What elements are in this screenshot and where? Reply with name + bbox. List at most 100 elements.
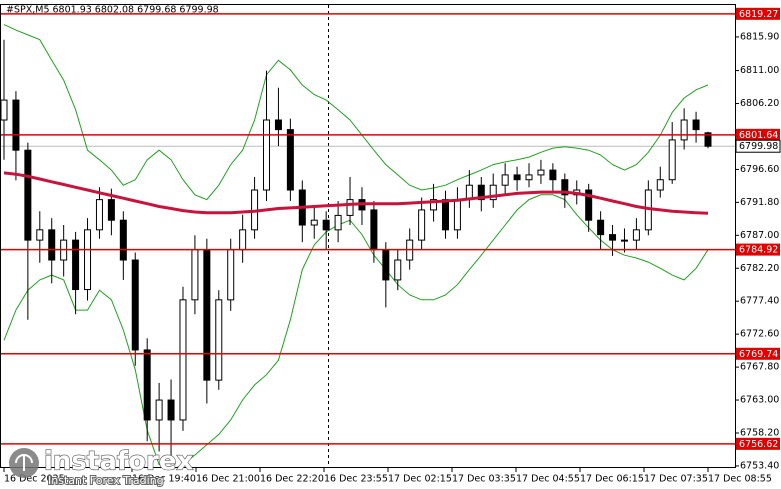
candle-body — [418, 209, 426, 241]
candle-body — [334, 214, 342, 231]
x-tick-label: 17 Dec 07:35 — [644, 474, 708, 485]
x-tick-label: 16 Dec 22:20 — [260, 474, 324, 485]
candle-body — [704, 132, 712, 147]
candle-body — [143, 349, 151, 421]
candle-body — [585, 189, 593, 221]
candle-body — [453, 199, 461, 231]
chart-title: #SPX,M5 6801.93 6802.08 6799.68 6799.98 — [6, 5, 219, 16]
level-label-box — [736, 7, 780, 20]
level-label: 6784.92 — [739, 245, 778, 256]
x-tick-label: 16 Dec 21:00 — [196, 474, 260, 485]
axes: 6815.906811.006806.206801.306796.606791.… — [3, 7, 781, 485]
y-tick-label: 6763.00 — [740, 395, 779, 406]
candle-body — [155, 399, 163, 421]
candle-body — [119, 219, 127, 261]
candle-body — [370, 209, 378, 251]
candle-body — [24, 149, 32, 241]
y-tick-label: 6753.40 — [740, 460, 779, 471]
candle-body — [1, 99, 8, 121]
candle-body — [84, 229, 92, 291]
candle-body — [107, 199, 115, 221]
candle-body — [394, 259, 402, 281]
candle-body — [203, 249, 211, 381]
y-tick-label: 6787.00 — [740, 230, 779, 241]
level-label: 6801.64 — [739, 130, 778, 141]
candle-body — [286, 129, 294, 191]
candle-body — [322, 219, 330, 231]
plot-area — [1, 13, 735, 467]
y-tick-label: 6777.40 — [740, 296, 779, 307]
x-tick-label: 17 Dec 06:15 — [580, 474, 644, 485]
y-tick-label: 6791.80 — [740, 197, 779, 208]
moving-average — [3, 171, 709, 215]
x-tick-label: 16 Dec 23:55 — [324, 474, 388, 485]
candle-body — [597, 219, 605, 236]
y-tick-label: 6815.90 — [740, 31, 779, 42]
y-tick-label: 6811.00 — [740, 65, 779, 76]
candle-body — [609, 234, 617, 241]
bollinger-band — [3, 194, 709, 467]
candle-body — [310, 219, 318, 226]
y-tick-label: 6782.20 — [740, 263, 779, 274]
watermark-logo-mark — [15, 454, 33, 471]
x-tick-label: 17 Dec 03:35 — [452, 474, 516, 485]
level-label: 6756.62 — [739, 439, 778, 450]
candle-body — [48, 229, 56, 261]
candle-body — [227, 249, 235, 301]
candle-body — [549, 169, 557, 181]
candle-body — [632, 229, 640, 241]
x-tick-label: 17 Dec 04:55 — [516, 474, 580, 485]
level-label-box — [736, 347, 780, 360]
candle-body — [191, 249, 199, 301]
candle-body — [692, 119, 700, 131]
candle-body — [36, 229, 44, 241]
candle-body — [477, 184, 485, 201]
candle-body — [215, 299, 223, 381]
last-price-label: 6799.98 — [739, 141, 778, 152]
candle-body — [430, 199, 438, 211]
y-tick-label: 6767.80 — [740, 362, 779, 373]
level-label-box — [736, 243, 780, 256]
candle-body — [179, 299, 187, 421]
x-tick-label: 16 Dec 19:40 — [132, 474, 196, 485]
level-label-box — [736, 437, 780, 450]
x-tick-label: 17 Dec 08:55 — [708, 474, 772, 485]
bollinger-band — [3, 24, 709, 201]
y-tick-label: 6758.20 — [740, 427, 779, 438]
candle-body — [263, 119, 271, 191]
watermark-brand: instaforex — [44, 447, 194, 477]
last-price-box — [735, 139, 781, 153]
y-tick-label: 6772.60 — [740, 329, 779, 340]
candle-body — [441, 199, 449, 231]
watermark: instaforex Instant Forex Trading — [9, 446, 194, 488]
candle-body — [680, 119, 688, 141]
candle-body — [501, 174, 509, 186]
candle-body — [656, 179, 664, 191]
candle-body — [239, 229, 247, 251]
candle-body — [12, 99, 20, 151]
candle-body — [489, 184, 497, 201]
plot-frame — [0, 4, 736, 468]
candle-body — [668, 139, 676, 181]
candle-body — [513, 174, 521, 181]
candle-body — [537, 169, 545, 176]
x-tick-label: 17 Dec 02:15 — [388, 474, 452, 485]
candle-body — [620, 239, 628, 242]
y-tick-label: 6796.60 — [740, 164, 779, 175]
candle-body — [72, 239, 80, 291]
watermark-tagline: Instant Forex Trading — [48, 474, 164, 487]
candle-body — [525, 174, 533, 181]
candle-body — [95, 199, 103, 231]
candle-body — [131, 259, 139, 351]
candle-body — [274, 119, 282, 131]
level-label: 6769.74 — [739, 349, 778, 360]
level-label: 6819.27 — [739, 9, 778, 20]
candle-body — [561, 179, 569, 196]
candle-body — [382, 249, 390, 281]
y-tick-label: 6806.20 — [740, 98, 779, 109]
x-tick-label: 16 Dec 2025 — [4, 474, 65, 485]
level-label-box — [736, 128, 780, 141]
candle-body — [167, 399, 175, 421]
candle-body — [346, 199, 354, 216]
